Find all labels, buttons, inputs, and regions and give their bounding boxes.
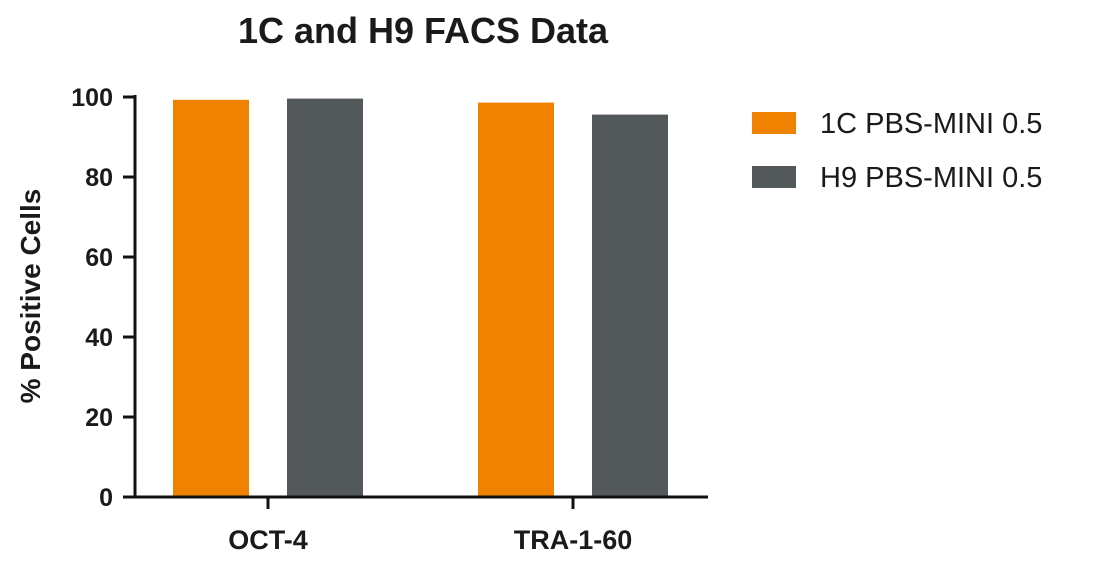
chart-title: 1C and H9 FACS Data	[238, 10, 609, 51]
bars-group	[173, 98, 668, 498]
y-axis-label: % Positive Cells	[15, 189, 46, 404]
legend-label: H9 PBS-MINI 0.5	[820, 162, 1042, 194]
y-axis: 0 20 40 60 80 100	[71, 84, 137, 512]
y-tick-label: 100	[71, 84, 113, 112]
y-tick-label: 20	[85, 404, 113, 432]
x-tick-label: TRA-1-60	[514, 525, 633, 555]
x-tick-label: OCT-4	[228, 525, 308, 555]
y-tick-label: 60	[85, 244, 113, 272]
legend: 1C PBS-MINI 0.5 H9 PBS-MINI 0.5	[752, 108, 1042, 194]
y-tick-label: 0	[99, 484, 113, 512]
legend-swatch	[752, 166, 796, 188]
bar-oct-4-series-2	[287, 98, 363, 497]
x-axis: OCT-4 TRA-1-60	[135, 495, 708, 555]
legend-label: 1C PBS-MINI 0.5	[820, 108, 1042, 140]
bar-tra-1-60-series-2	[592, 114, 668, 497]
bar-oct-4-series-1	[173, 99, 249, 498]
legend-swatch	[752, 112, 796, 134]
bar-tra-1-60-series-1	[478, 102, 554, 497]
y-tick-label: 80	[85, 164, 113, 192]
y-tick-label: 40	[85, 324, 113, 352]
